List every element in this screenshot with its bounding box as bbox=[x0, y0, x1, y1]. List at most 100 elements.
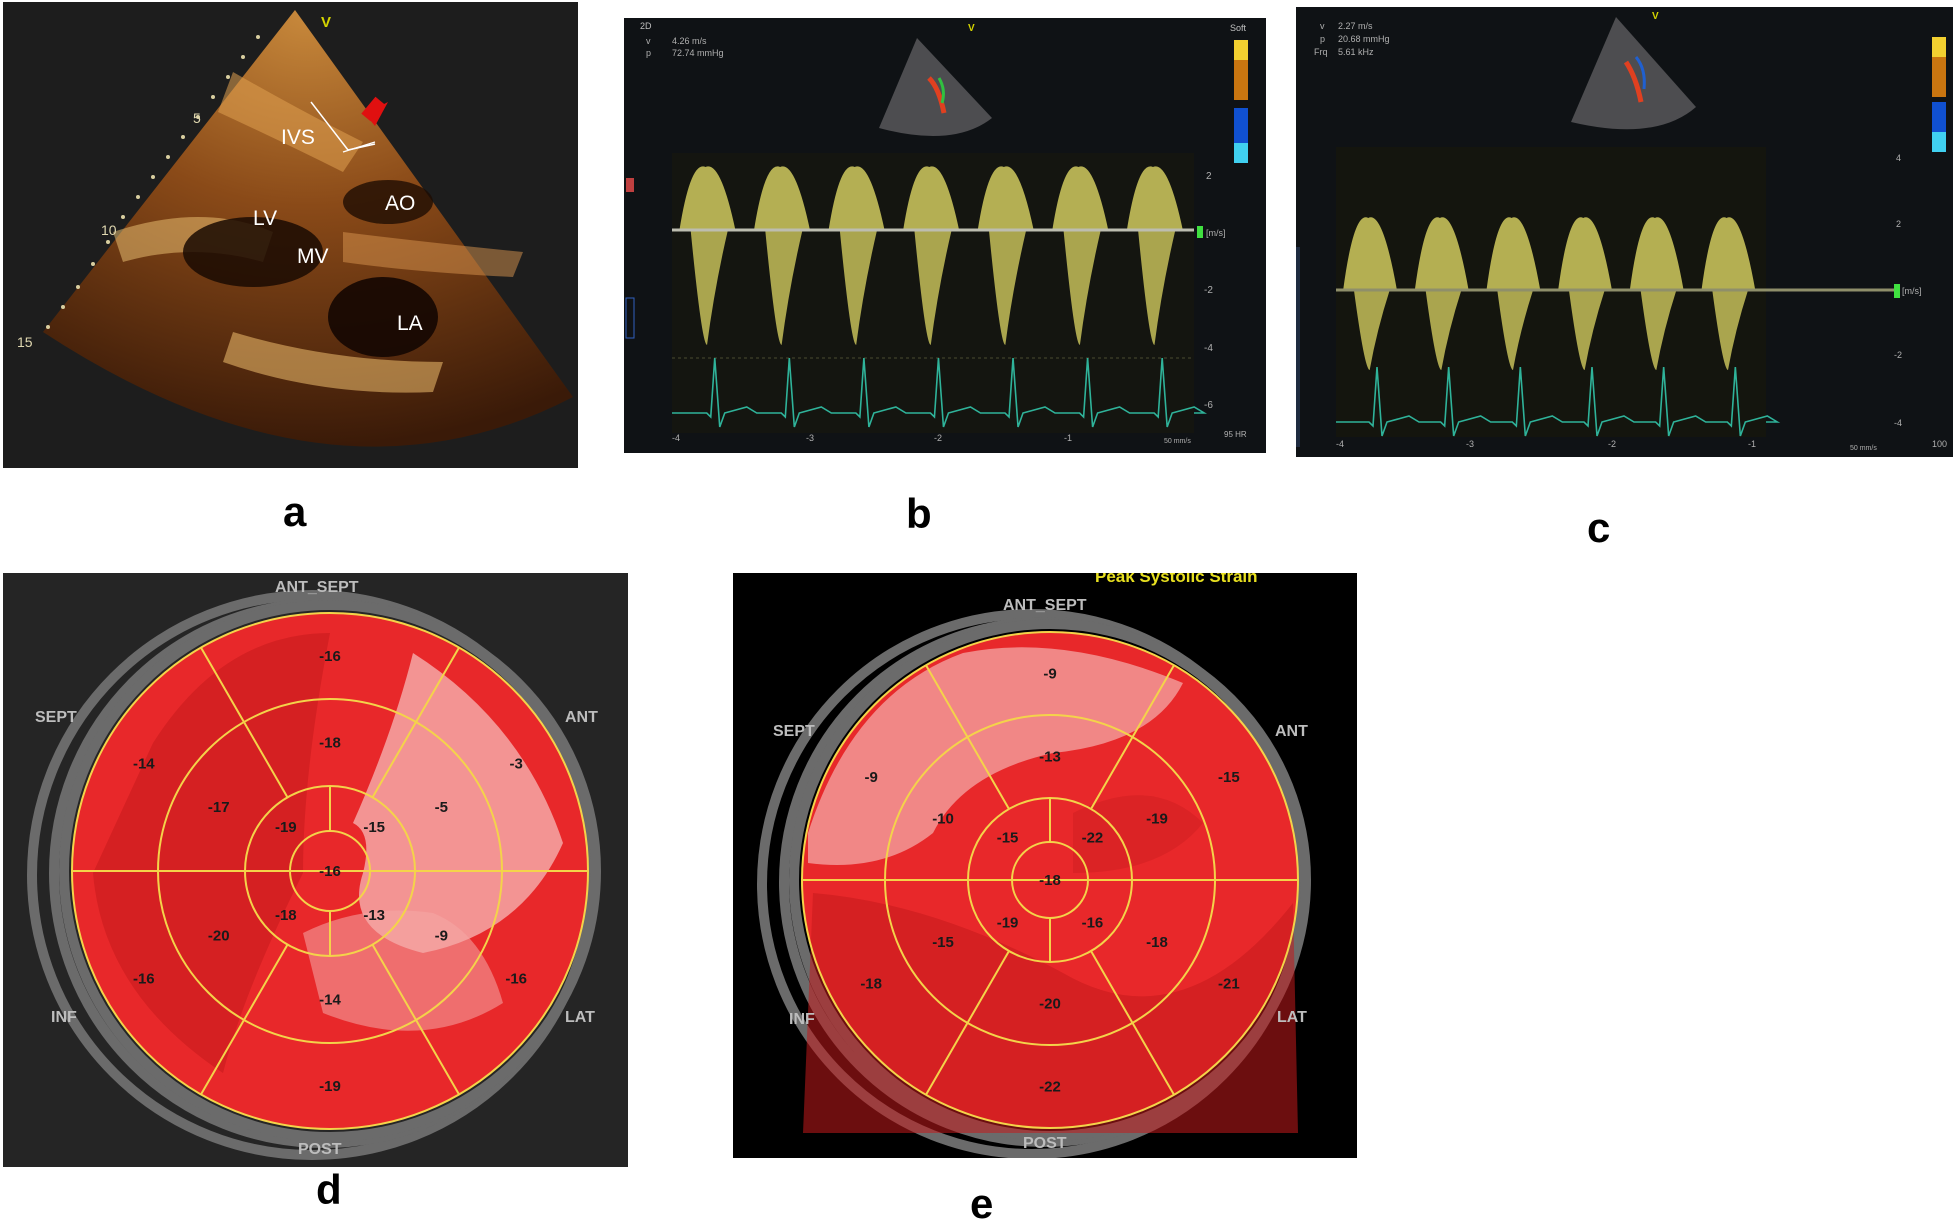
segment-divider bbox=[200, 944, 289, 1095]
segment-value-mid: -17 bbox=[208, 799, 230, 816]
spectrum-upper bbox=[1052, 166, 1109, 230]
spectrum-upper bbox=[1126, 166, 1183, 230]
strain-shade bbox=[803, 893, 1298, 1133]
readout-frq-label: Frq bbox=[1314, 47, 1328, 57]
segment-value-basal: -21 bbox=[1218, 975, 1240, 992]
spectrum-upper bbox=[679, 166, 736, 230]
segment-divider bbox=[1090, 950, 1175, 1096]
scale-tick: -4 bbox=[1204, 343, 1213, 354]
depth-mark-5: 5 bbox=[193, 110, 201, 126]
scale-tick: -2 bbox=[1204, 285, 1213, 296]
segment-value-mid: -9 bbox=[435, 927, 448, 944]
lv-cavity bbox=[183, 217, 323, 287]
readout-v-label: v bbox=[1320, 21, 1325, 31]
spectrum-upper bbox=[1343, 217, 1397, 290]
label-sept: SEPT bbox=[773, 723, 815, 740]
scale-tick: 2 bbox=[1206, 171, 1212, 182]
spectrum-upper bbox=[1414, 217, 1469, 290]
scale-tick: -2 bbox=[1894, 350, 1903, 360]
segment-value-mid: -18 bbox=[319, 735, 341, 752]
segment-divider bbox=[200, 647, 289, 798]
chart-title: Peak Systolic Strain bbox=[1095, 573, 1258, 586]
spectrum-upper bbox=[828, 166, 885, 230]
spectrum-lower bbox=[988, 230, 1027, 345]
segment-value-mid: -19 bbox=[1146, 810, 1168, 827]
panel-d-bullseye: -16 -3 -16 -19 -16 -14 -18 -5 -9 -14 -20 -17 -15 -13 -… bbox=[3, 573, 628, 1167]
time-tick: -1 bbox=[1748, 439, 1757, 449]
spectrum-lower bbox=[839, 230, 878, 345]
spectrum-lower bbox=[1425, 290, 1462, 370]
spectrum-lower bbox=[1353, 290, 1390, 370]
label-lv: LV bbox=[253, 207, 278, 230]
strain-shade bbox=[303, 910, 503, 1031]
segment-value-apical: -15 bbox=[363, 819, 385, 836]
segment-value-mid: -20 bbox=[208, 927, 230, 944]
scale-tick: 4 bbox=[1896, 153, 1902, 163]
segment-value-basal: -3 bbox=[510, 756, 523, 773]
panel-c-doppler-image: v 2.27 m/s p 20.68 mmHg Frq 5.61 kHz V 4… bbox=[1296, 7, 1953, 457]
spectrum-upper bbox=[1486, 217, 1541, 290]
label-inf: INF bbox=[51, 1009, 77, 1026]
strain-shade bbox=[353, 653, 563, 953]
segment-value-basal: -18 bbox=[860, 975, 882, 992]
bullseye-e-svg: -9 -15 -21 -22 -18 -9 -13 -19 -18 -20 -15 -10 -22 -16… bbox=[757, 609, 1311, 1158]
time-tick: -3 bbox=[806, 433, 815, 443]
orientation-mark: V bbox=[968, 23, 975, 34]
bullseye-d-svg: -16 -3 -16 -19 -16 -14 -18 -5 -9 -14 -20 -17 -15 -13 -… bbox=[27, 590, 601, 1160]
segment-value-apex: -18 bbox=[1039, 872, 1061, 889]
time-tick: -4 bbox=[1336, 439, 1345, 449]
ecg-trace bbox=[1336, 366, 1781, 437]
panel-letter-c: c bbox=[1587, 504, 1611, 551]
spectrum-lower bbox=[1712, 290, 1749, 370]
label-la: LA bbox=[397, 312, 423, 335]
segment-value-mid: -13 bbox=[1039, 749, 1061, 766]
depth-mark-15: 15 bbox=[17, 334, 33, 350]
panel-b-doppler-image: 2D v 4.26 m/s p 72.74 mmHg Soft V 2 -2 -… bbox=[624, 18, 1266, 453]
readout-p-label: p bbox=[1320, 34, 1326, 44]
readout-v-value: 4.26 m/s bbox=[672, 36, 707, 46]
segment-value-basal: -22 bbox=[1039, 1079, 1061, 1096]
segment-value-mid: -14 bbox=[319, 992, 341, 1009]
time-tick: -2 bbox=[934, 433, 943, 443]
segment-divider bbox=[371, 647, 460, 798]
segment-value-apical: -22 bbox=[1082, 830, 1104, 847]
label-ant: ANT bbox=[1275, 723, 1308, 740]
segment-divider bbox=[925, 950, 1010, 1096]
segment-value-mid: -20 bbox=[1039, 996, 1061, 1013]
panel-letter-b: b bbox=[906, 490, 932, 537]
segment-value-mid: -10 bbox=[932, 810, 954, 827]
spectrum-upper bbox=[1701, 217, 1756, 290]
time-tick: -3 bbox=[1466, 439, 1475, 449]
unit-label: [m/s] bbox=[1206, 228, 1226, 238]
header-mode: 2D bbox=[640, 21, 652, 31]
orientation-mark: V bbox=[1652, 11, 1659, 22]
doppler-spectrum bbox=[1343, 217, 1756, 370]
outer-ring bbox=[789, 619, 1311, 1141]
spectrum-upper bbox=[977, 166, 1034, 230]
ecg-line bbox=[672, 357, 1208, 428]
spectrum-upper bbox=[903, 166, 960, 230]
label-inf: INF bbox=[789, 1011, 815, 1028]
label-lat: LAT bbox=[1277, 1009, 1307, 1026]
segment-value-apex: -16 bbox=[319, 863, 341, 880]
depth-mark-10: 10 bbox=[101, 222, 117, 238]
time-tick: -2 bbox=[1608, 439, 1617, 449]
segment-value-basal: -16 bbox=[319, 648, 341, 665]
strain-shade bbox=[1073, 795, 1203, 873]
spectrum-upper bbox=[1558, 217, 1612, 290]
spectrum-upper bbox=[754, 166, 810, 230]
spectrum-lower bbox=[1568, 290, 1605, 370]
spectrum-lower bbox=[1640, 290, 1677, 370]
panel-letter-a: a bbox=[283, 488, 307, 535]
unit-label: [m/s] bbox=[1902, 286, 1922, 296]
ao-cavity bbox=[343, 180, 433, 224]
spectrum-lower bbox=[1138, 230, 1176, 345]
segment-value-apical: -19 bbox=[997, 914, 1019, 931]
label-post: POST bbox=[1023, 1135, 1067, 1152]
segment-value-mid: -18 bbox=[1146, 934, 1168, 951]
label-sept: SEPT bbox=[35, 709, 77, 726]
segment-value-mid: -15 bbox=[932, 934, 954, 951]
spectrum-lower bbox=[1063, 230, 1101, 345]
segment-value-basal: -19 bbox=[319, 1078, 341, 1095]
preset-label: Soft bbox=[1230, 23, 1247, 33]
